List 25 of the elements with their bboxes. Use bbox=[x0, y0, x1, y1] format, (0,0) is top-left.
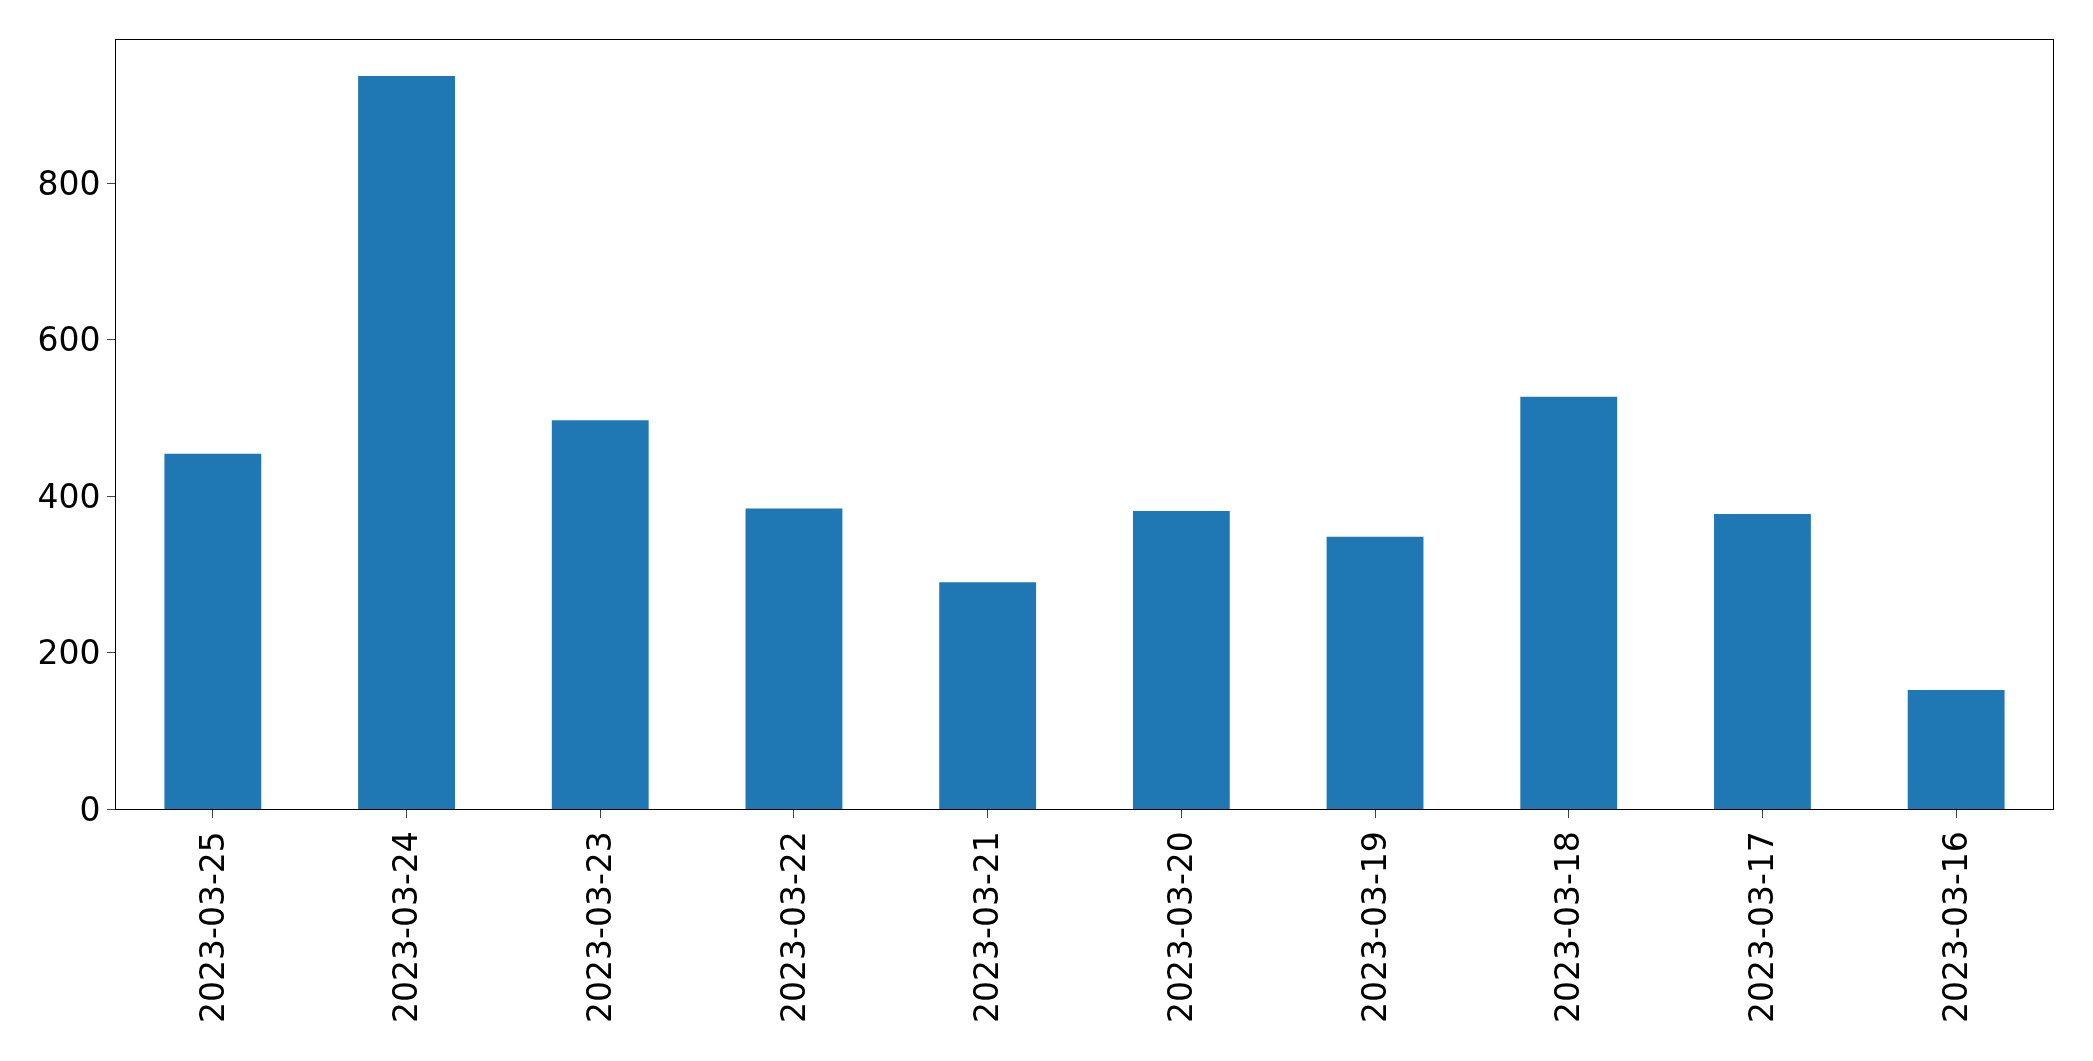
y-tick-label: 0 bbox=[79, 789, 101, 829]
bar bbox=[1714, 514, 1811, 809]
bar bbox=[1326, 536, 1424, 809]
bar bbox=[745, 508, 843, 809]
bar bbox=[1132, 510, 1230, 809]
x-tick-label: 2023-03-16 bbox=[1935, 831, 1975, 1023]
y-tick-label: 600 bbox=[37, 320, 101, 360]
x-tick-label: 2023-03-18 bbox=[1548, 831, 1588, 1023]
y-tick-label: 800 bbox=[37, 163, 101, 203]
x-tick-label: 2023-03-22 bbox=[773, 831, 813, 1023]
x-tick-label: 2023-03-20 bbox=[1161, 831, 1201, 1023]
bar bbox=[939, 582, 1037, 809]
x-tick-label: 2023-03-19 bbox=[1354, 831, 1394, 1023]
x-tick-label: 2023-03-23 bbox=[579, 831, 619, 1023]
bar bbox=[358, 75, 455, 809]
x-tick-label: 2023-03-17 bbox=[1742, 831, 1782, 1023]
bar bbox=[1907, 690, 2005, 809]
y-tick-label: 200 bbox=[37, 633, 101, 673]
x-tick-label: 2023-03-24 bbox=[386, 831, 426, 1023]
bar bbox=[1520, 396, 1618, 809]
bar bbox=[164, 453, 262, 809]
y-tick-label: 400 bbox=[37, 476, 101, 516]
x-tick-label: 2023-03-21 bbox=[967, 831, 1007, 1023]
x-tick-label: 2023-03-25 bbox=[192, 831, 232, 1023]
bar bbox=[551, 420, 649, 809]
